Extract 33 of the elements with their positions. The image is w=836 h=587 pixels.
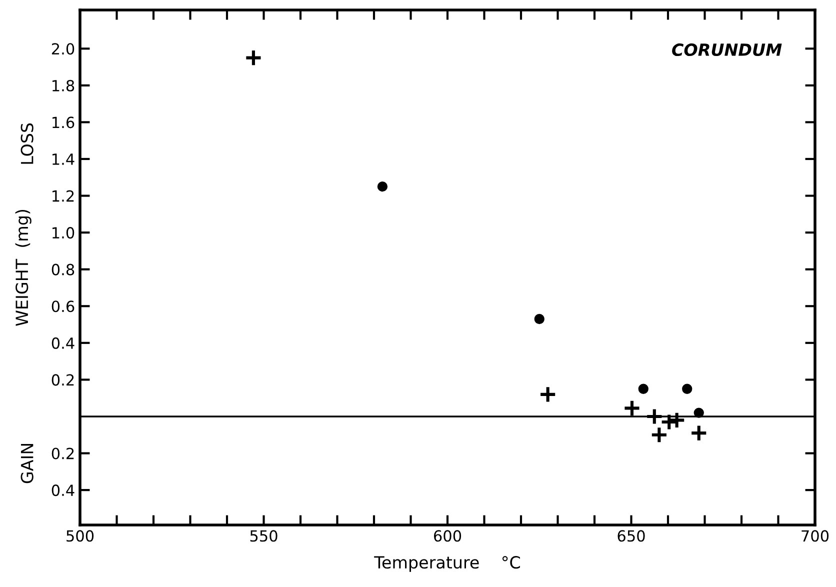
annotation: CORUNDUM <box>672 43 782 56</box>
y-tick-label: 2.0 <box>52 43 74 55</box>
y-tick-label: 0.2 <box>52 448 74 460</box>
point <box>694 408 704 418</box>
y-tick-label: 0.8 <box>52 264 74 276</box>
x-tick-label: 650 <box>618 530 645 542</box>
x-tick-label: 600 <box>434 530 462 542</box>
y-tick-label: 1.6 <box>52 116 74 128</box>
point <box>539 386 557 404</box>
point <box>638 384 648 394</box>
point <box>690 424 708 442</box>
y-tick-label: 1.2 <box>52 190 74 202</box>
point <box>646 408 664 426</box>
point <box>682 384 692 394</box>
x-tick-label: 700 <box>802 530 829 542</box>
point <box>244 49 262 67</box>
y-tick-label: 1.4 <box>52 154 74 165</box>
x-tick-label: 500 <box>66 530 94 542</box>
point <box>534 314 544 324</box>
point <box>650 426 668 444</box>
y-tick-label: 0.4 <box>52 337 74 349</box>
point <box>377 181 388 192</box>
x-tick-label: 550 <box>250 530 278 542</box>
x-axis-title: Temperature °C <box>374 556 520 572</box>
text: LOSS <box>20 123 34 164</box>
point <box>623 399 641 418</box>
y-tick-label: 0.4 <box>52 484 74 496</box>
text: GAIN <box>20 444 34 484</box>
y-tick-label: 1.8 <box>52 80 74 92</box>
y-tick-label: 1.0 <box>52 227 74 239</box>
y-axis-title: WEIGHT (mg) <box>15 210 32 326</box>
y-tick-label: 0.6 <box>52 300 74 312</box>
y-tick-label: 0.2 <box>52 374 74 386</box>
